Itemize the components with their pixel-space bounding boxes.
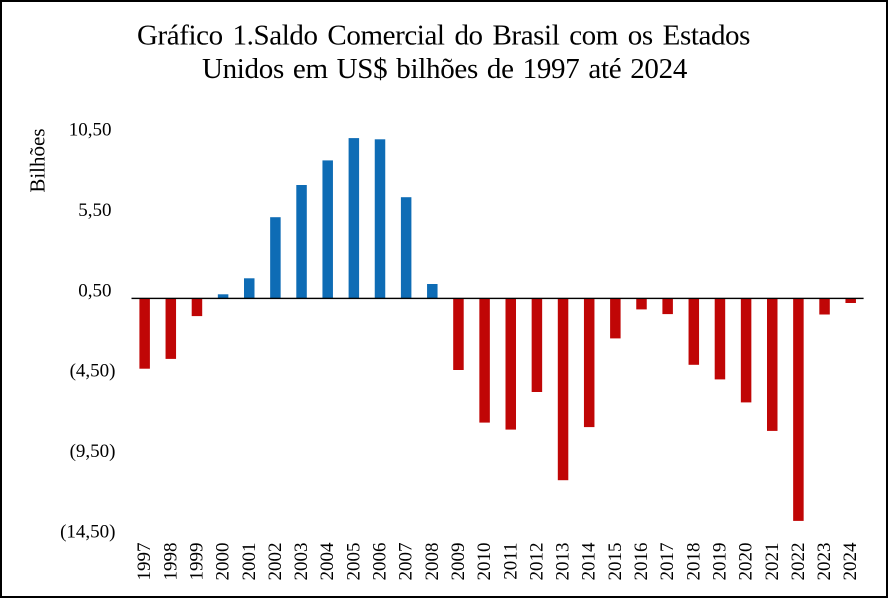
svg-text:2008: 2008 xyxy=(422,543,443,581)
svg-text:2015: 2015 xyxy=(605,543,626,581)
svg-text:2014: 2014 xyxy=(579,542,600,581)
svg-text:2001: 2001 xyxy=(239,543,260,581)
svg-text:1999: 1999 xyxy=(186,543,207,581)
svg-text:0,50: 0,50 xyxy=(78,280,111,301)
svg-text:2024: 2024 xyxy=(840,542,861,581)
svg-text:(14,50): (14,50) xyxy=(60,522,115,543)
svg-text:2011: 2011 xyxy=(500,543,521,580)
svg-text:Gráfico 1.Saldo Comercial do B: Gráfico 1.Saldo Comercial do Brasil com … xyxy=(137,20,750,52)
svg-text:2004: 2004 xyxy=(317,542,338,581)
svg-text:Bilhões: Bilhões xyxy=(26,129,50,193)
svg-text:2012: 2012 xyxy=(526,543,547,581)
svg-text:Unidos em US$ bilhões de 1997: Unidos em US$ bilhões de 1997 até 2024 xyxy=(202,53,688,85)
svg-text:2003: 2003 xyxy=(291,543,312,581)
svg-text:2023: 2023 xyxy=(814,543,835,581)
svg-text:2006: 2006 xyxy=(370,543,391,581)
svg-text:2019: 2019 xyxy=(709,543,730,581)
svg-text:2020: 2020 xyxy=(736,543,757,581)
svg-text:5,50: 5,50 xyxy=(78,200,111,221)
svg-text:2017: 2017 xyxy=(657,543,678,581)
svg-text:2010: 2010 xyxy=(474,543,495,581)
svg-text:2007: 2007 xyxy=(396,543,417,581)
svg-text:2016: 2016 xyxy=(631,543,652,581)
svg-text:2021: 2021 xyxy=(762,543,783,581)
svg-text:2000: 2000 xyxy=(213,543,234,581)
svg-text:1997: 1997 xyxy=(134,543,155,581)
svg-text:1998: 1998 xyxy=(160,543,181,581)
svg-text:2009: 2009 xyxy=(448,543,469,581)
svg-text:(4,50): (4,50) xyxy=(70,361,116,382)
svg-text:2005: 2005 xyxy=(343,543,364,581)
svg-text:2002: 2002 xyxy=(265,543,286,581)
svg-text:2018: 2018 xyxy=(683,543,704,581)
svg-text:2022: 2022 xyxy=(788,543,809,581)
svg-text:(9,50): (9,50) xyxy=(70,441,116,462)
svg-text:10,50: 10,50 xyxy=(69,120,112,141)
svg-text:2013: 2013 xyxy=(553,543,574,581)
